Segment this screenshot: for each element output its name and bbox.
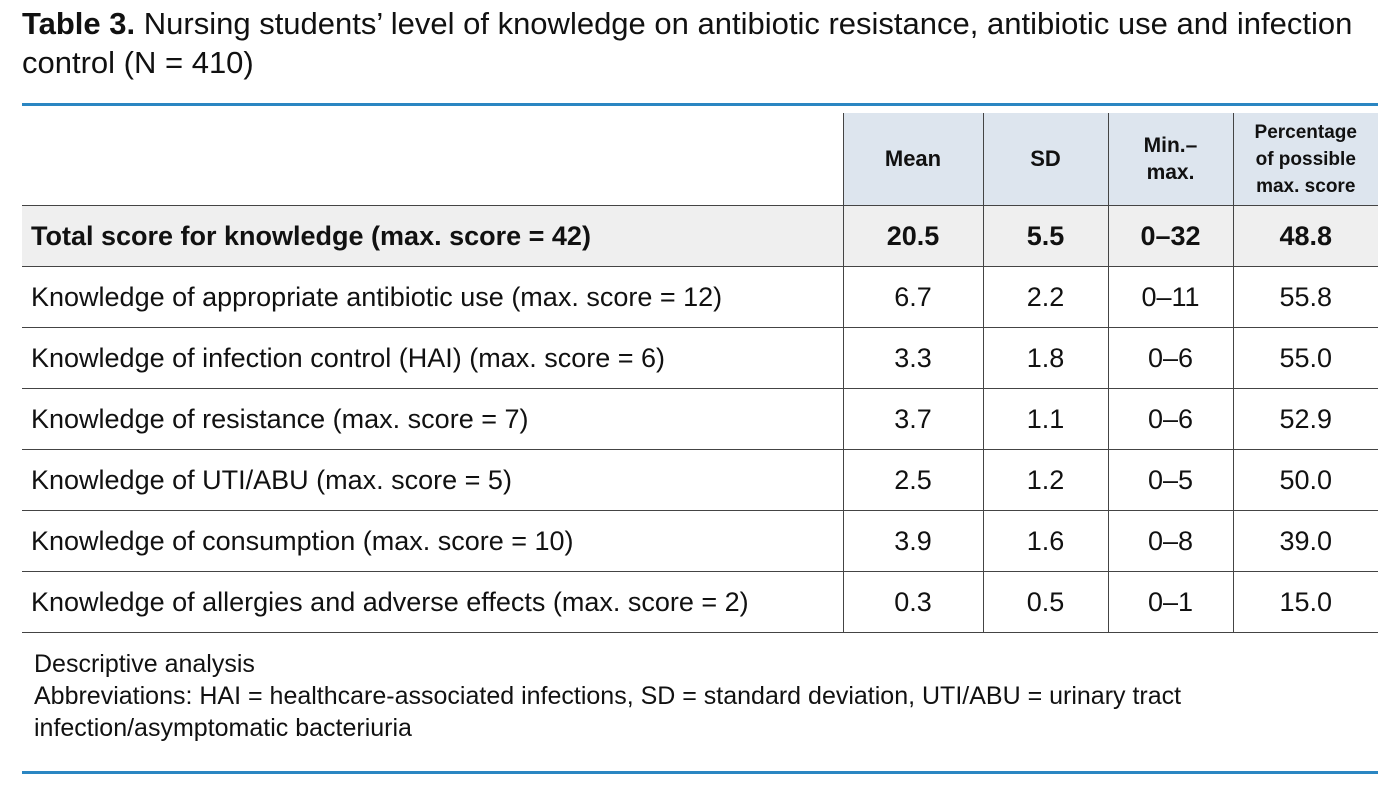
row-label: Knowledge of consumption (max. score = 1…: [22, 510, 843, 572]
header-min-max-line-2: max.: [1146, 161, 1195, 184]
total-mean: 20.5: [842, 205, 983, 267]
analysis-note: Descriptive analysis: [34, 650, 255, 678]
table-row: Knowledge of resistance (max. score = 7)…: [22, 388, 1378, 450]
row-label: Knowledge of allergies and adverse effec…: [22, 571, 843, 633]
row-mean: 2.5: [842, 449, 983, 511]
table-row: Knowledge of infection control (HAI) (ma…: [22, 327, 1378, 389]
total-row: Total score for knowledge (max. score = …: [22, 205, 1378, 267]
row-label: Knowledge of infection control (HAI) (ma…: [22, 327, 843, 389]
total-label: Total score for knowledge (max. score = …: [22, 205, 843, 267]
header-mean: Mean: [842, 113, 983, 206]
header-percentage-line-2: of possible: [1255, 148, 1356, 170]
total-min-max: 0–32: [1107, 205, 1233, 267]
row-percentage: 39.0: [1232, 510, 1378, 572]
row-sd: 1.8: [982, 327, 1108, 389]
row-sd: 0.5: [982, 571, 1108, 633]
header-percentage-line-1: Percentage: [1254, 121, 1357, 143]
table-row: Knowledge of allergies and adverse effec…: [22, 571, 1378, 633]
row-min-max: 0–6: [1107, 327, 1233, 389]
row-min-max: 0–11: [1107, 266, 1233, 328]
total-percentage: 48.8: [1232, 205, 1378, 267]
table-row: Knowledge of UTI/ABU (max. score = 5) 2.…: [22, 449, 1378, 511]
row-min-max: 0–6: [1107, 388, 1233, 450]
row-sd: 2.2: [982, 266, 1108, 328]
row-min-max: 0–8: [1107, 510, 1233, 572]
row-percentage: 15.0: [1232, 571, 1378, 633]
header-row: Mean SD Min.– max. Percentage of possibl…: [22, 113, 1378, 206]
total-sd: 5.5: [982, 205, 1108, 267]
bottom-rule: [22, 771, 1378, 774]
row-sd: 1.2: [982, 449, 1108, 511]
row-mean: 3.7: [842, 388, 983, 450]
top-rule: [22, 103, 1378, 106]
table-title: Table 3. Nursing students’ level of know…: [22, 4, 1362, 82]
header-min-max-line-1: Min.–: [1143, 134, 1198, 157]
abbreviations-note: Abbreviations: HAI = healthcare-associat…: [34, 682, 1182, 742]
table-row: Knowledge of consumption (max. score = 1…: [22, 510, 1378, 572]
row-sd: 1.1: [982, 388, 1108, 450]
header-percentage-line-3: max. score: [1256, 175, 1356, 197]
row-label: Knowledge of UTI/ABU (max. score = 5): [22, 449, 843, 511]
row-label: Knowledge of appropriate antibiotic use …: [22, 266, 843, 328]
header-min-max: Min.– max.: [1107, 113, 1233, 206]
header-sd: SD: [982, 113, 1108, 206]
header-blank-cell: [22, 113, 843, 206]
header-percentage: Percentage of possible max. score: [1232, 113, 1378, 206]
row-min-max: 0–5: [1107, 449, 1233, 511]
table-caption: Nursing students’ level of knowledge on …: [22, 6, 1353, 80]
knowledge-table: Mean SD Min.– max. Percentage of possibl…: [22, 113, 1378, 633]
row-min-max: 0–1: [1107, 571, 1233, 633]
row-mean: 0.3: [842, 571, 983, 633]
row-mean: 3.9: [842, 510, 983, 572]
table-number-label: Table 3.: [22, 6, 136, 41]
row-percentage: 55.8: [1232, 266, 1378, 328]
row-percentage: 55.0: [1232, 327, 1378, 389]
row-mean: 6.7: [842, 266, 983, 328]
row-percentage: 50.0: [1232, 449, 1378, 511]
row-label: Knowledge of resistance (max. score = 7): [22, 388, 843, 450]
row-mean: 3.3: [842, 327, 983, 389]
row-percentage: 52.9: [1232, 388, 1378, 450]
table-row: Knowledge of appropriate antibiotic use …: [22, 266, 1378, 328]
table-notes: Descriptive analysis Abbreviations: HAI …: [34, 648, 1374, 744]
row-sd: 1.6: [982, 510, 1108, 572]
